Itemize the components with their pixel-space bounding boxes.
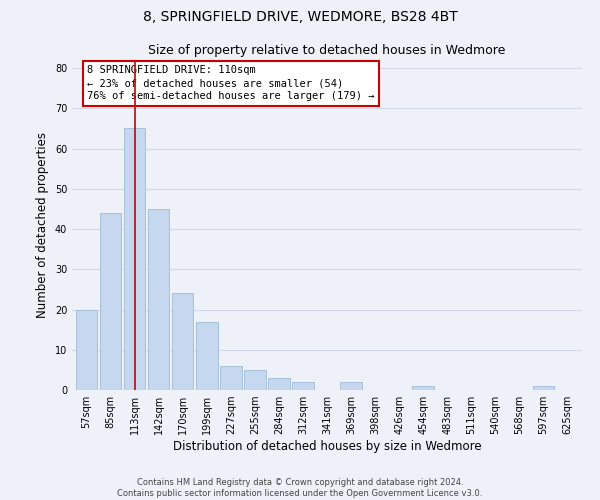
Text: Contains HM Land Registry data © Crown copyright and database right 2024.
Contai: Contains HM Land Registry data © Crown c… xyxy=(118,478,482,498)
Text: 8, SPRINGFIELD DRIVE, WEDMORE, BS28 4BT: 8, SPRINGFIELD DRIVE, WEDMORE, BS28 4BT xyxy=(143,10,457,24)
Bar xyxy=(124,128,145,390)
Bar xyxy=(412,386,434,390)
Bar xyxy=(172,294,193,390)
Bar xyxy=(220,366,242,390)
X-axis label: Distribution of detached houses by size in Wedmore: Distribution of detached houses by size … xyxy=(173,440,481,453)
Bar xyxy=(100,213,121,390)
Title: Size of property relative to detached houses in Wedmore: Size of property relative to detached ho… xyxy=(148,44,506,58)
Bar xyxy=(533,386,554,390)
Bar xyxy=(244,370,266,390)
Bar xyxy=(340,382,362,390)
Bar xyxy=(268,378,290,390)
Bar xyxy=(148,209,169,390)
Bar xyxy=(196,322,218,390)
Bar xyxy=(292,382,314,390)
Text: 8 SPRINGFIELD DRIVE: 110sqm
← 23% of detached houses are smaller (54)
76% of sem: 8 SPRINGFIELD DRIVE: 110sqm ← 23% of det… xyxy=(88,65,375,102)
Bar xyxy=(76,310,97,390)
Y-axis label: Number of detached properties: Number of detached properties xyxy=(36,132,49,318)
